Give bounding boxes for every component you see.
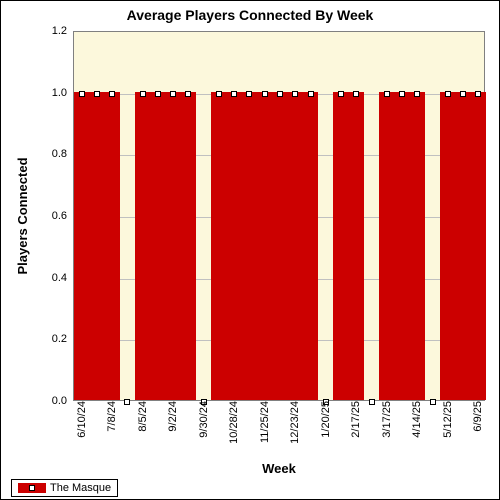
legend-marker-icon — [29, 485, 35, 491]
legend-swatch — [18, 483, 46, 493]
bar — [89, 92, 104, 400]
xtick-label: 6/10/24 — [74, 401, 88, 438]
legend: The Masque — [11, 479, 118, 497]
marker-icon — [399, 91, 405, 97]
bar — [410, 92, 425, 400]
bar — [227, 92, 242, 400]
marker-icon — [140, 91, 146, 97]
marker-icon — [170, 91, 176, 97]
ytick-label: 1.0 — [52, 87, 73, 99]
marker-icon — [338, 91, 344, 97]
bar — [272, 92, 287, 400]
marker-icon — [79, 91, 85, 97]
marker-icon — [475, 91, 481, 97]
legend-label: The Masque — [50, 482, 111, 494]
xtick-label: 9/30/24 — [196, 401, 210, 438]
marker-icon — [94, 91, 100, 97]
ytick-label: 1.2 — [52, 25, 73, 37]
ytick-label: 0.8 — [52, 148, 73, 160]
marker-icon — [369, 399, 375, 405]
bar — [181, 92, 196, 400]
bar — [135, 92, 150, 400]
marker-icon — [292, 91, 298, 97]
marker-icon — [216, 91, 222, 97]
marker-icon — [308, 91, 314, 97]
x-axis-title: Week — [262, 461, 296, 476]
marker-icon — [384, 91, 390, 97]
bar — [333, 92, 348, 400]
plot-area — [73, 31, 485, 401]
ytick-label: 0.4 — [52, 272, 73, 284]
xtick-label: 10/28/24 — [226, 401, 240, 444]
bar — [288, 92, 303, 400]
xtick-label: 1/20/25 — [318, 401, 332, 438]
xtick-label: 11/25/24 — [257, 401, 271, 443]
marker-icon — [353, 91, 359, 97]
marker-icon — [246, 91, 252, 97]
marker-icon — [277, 91, 283, 97]
xtick-label: 2/17/25 — [348, 401, 362, 438]
xtick-label: 3/17/25 — [379, 401, 393, 438]
xtick-label: 4/14/25 — [409, 401, 423, 438]
bar — [257, 92, 272, 400]
marker-icon — [185, 91, 191, 97]
bar — [74, 92, 89, 400]
xtick-label: 8/5/24 — [135, 401, 149, 432]
bar — [242, 92, 257, 400]
bar — [394, 92, 409, 400]
chart-title: Average Players Connected By Week — [1, 1, 499, 25]
marker-icon — [231, 91, 237, 97]
bar — [211, 92, 226, 400]
xtick-label: 5/12/25 — [440, 401, 454, 438]
xtick-label: 6/9/25 — [470, 401, 484, 432]
plot-region: 0.00.20.40.60.81.01.26/10/247/8/248/5/24… — [73, 31, 485, 401]
ytick-label: 0.0 — [52, 395, 73, 407]
marker-icon — [155, 91, 161, 97]
marker-icon — [262, 91, 268, 97]
bar — [349, 92, 364, 400]
bar — [379, 92, 394, 400]
bar — [150, 92, 165, 400]
bar — [471, 92, 486, 400]
marker-icon — [109, 91, 115, 97]
marker-icon — [414, 91, 420, 97]
marker-icon — [460, 91, 466, 97]
y-axis-title: Players Connected — [15, 157, 30, 274]
marker-icon — [445, 91, 451, 97]
bar — [303, 92, 318, 400]
bar — [105, 92, 120, 400]
marker-icon — [124, 399, 130, 405]
chart-frame: Average Players Connected By Week 0.00.2… — [0, 0, 500, 500]
xtick-label: 12/23/24 — [287, 401, 301, 444]
bar — [440, 92, 455, 400]
ytick-label: 0.6 — [52, 210, 73, 222]
ytick-label: 0.2 — [52, 333, 73, 345]
xtick-label: 9/2/24 — [165, 401, 179, 432]
marker-icon — [430, 399, 436, 405]
bar — [455, 92, 470, 400]
bar — [166, 92, 181, 400]
xtick-label: 7/8/24 — [104, 401, 118, 432]
